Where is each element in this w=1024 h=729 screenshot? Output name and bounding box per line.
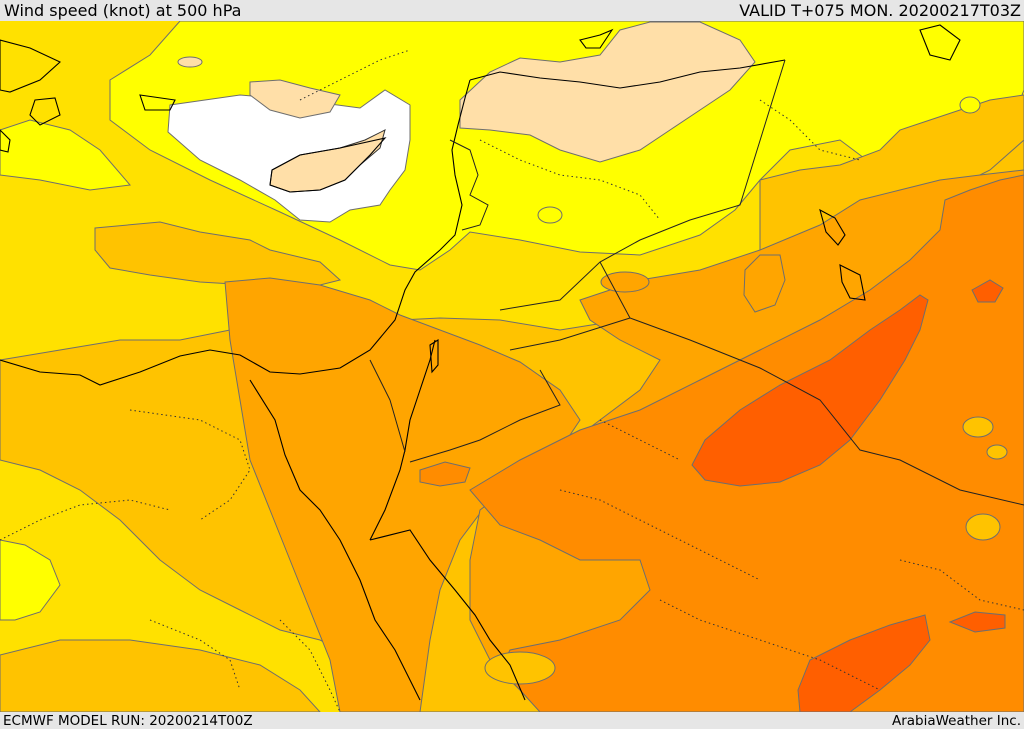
field-orange-light [224,277,581,712]
credit-label: ArabiaWeather Inc. [891,712,1021,729]
blob-yellow-2 [537,206,563,224]
map-title: Wind speed (knot) at 500 hPa [4,1,242,20]
field-orange-south-blob [419,461,471,487]
field-orange-red-south [797,614,931,712]
blob-yellow-1 [959,96,981,114]
valid-time: VALID T+075 MON. 20200217T03Z [739,1,1021,20]
blob-peach-1 [177,56,203,68]
map-footer: ECMWF MODEL RUN: 20200214T00Z ArabiaWeat… [0,712,1024,729]
borders [369,59,1024,506]
wind-speed-map [0,21,1024,712]
field-amber-south [0,639,321,712]
coastlines [0,24,961,701]
field-white [167,89,411,223]
field-orange-red [691,294,929,487]
blob-orange-1 [600,271,650,293]
blob-amber-1 [965,513,1001,541]
blob-amber-4 [484,651,556,685]
map-header: Wind speed (knot) at 500 hPa VALID T+075… [0,0,1024,21]
field-peach-west [249,79,341,119]
blob-amber-2 [962,416,994,438]
map-canvas [0,21,1024,712]
field-peach-north [459,21,756,163]
blob-amber-3 [986,444,1008,460]
province-lines [0,49,1024,712]
field-yellow-west [0,539,61,621]
field-orange-red-se [948,611,1006,633]
model-run: ECMWF MODEL RUN: 20200214T00Z [3,712,253,729]
field-orange-light-blob [743,254,786,313]
field-orange-red-ne [971,279,1004,303]
